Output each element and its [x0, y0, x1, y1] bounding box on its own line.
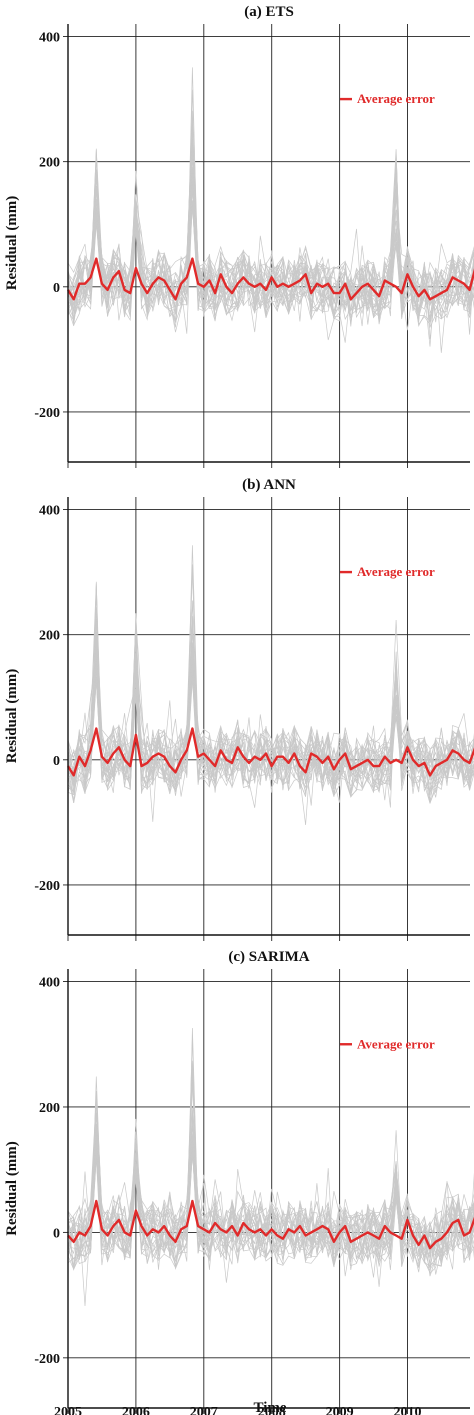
y-tick-label: 0	[53, 754, 60, 769]
legend-label: Average error	[357, 564, 435, 579]
y-tick-label: 0	[53, 1226, 60, 1241]
y-axis-label: Residual (mm)	[4, 669, 20, 764]
x-axis-label: Time	[253, 1400, 286, 1415]
member-series-group	[67, 67, 474, 353]
member-series-line	[67, 1060, 474, 1307]
x-tick-label: 2006	[122, 1405, 150, 1415]
x-tick-label: 2005	[54, 1405, 82, 1415]
y-tick-label: 200	[39, 1101, 60, 1116]
member-series-line	[67, 633, 474, 797]
panel-title: (b) ANN	[242, 477, 296, 493]
legend-label: Average error	[357, 91, 435, 106]
member-series-line	[67, 581, 474, 797]
chart-panel-2: (b) ANN 400 200 0 -200 Residual (mm) Average e…	[4, 477, 474, 941]
member-series-group	[67, 1027, 474, 1307]
y-tick-label: 200	[39, 629, 60, 644]
y-tick-label: 400	[39, 976, 60, 991]
y-axis-label: Residual (mm)	[4, 196, 20, 291]
y-tick-label: -200	[34, 406, 60, 421]
chart-panel-1: (a) ETS 400 200 0 -200 Residual (mm) Average e…	[4, 4, 474, 468]
legend-label: Average error	[357, 1036, 435, 1051]
member-series-line	[67, 170, 474, 323]
average-error-line	[66, 257, 474, 301]
member-series-line	[67, 1063, 474, 1270]
y-tick-label: 200	[39, 156, 60, 171]
average-error-line	[67, 1199, 474, 1250]
y-axis-label: Residual (mm)	[4, 1141, 20, 1236]
member-series-line	[67, 148, 474, 343]
member-series-line	[67, 186, 474, 317]
average-error-line	[66, 727, 474, 777]
x-tick-label: 2010	[394, 1405, 422, 1415]
chart-panel-3: (c) SARIMA 400 200 0 -200 Residual (mm) Averag…	[4, 949, 474, 1414]
panel-title: (a) ETS	[244, 4, 294, 20]
x-tick-label: 2009	[326, 1405, 354, 1415]
panel-title: (c) SARIMA	[228, 949, 309, 965]
member-series-group	[67, 545, 474, 826]
member-series-line	[67, 149, 474, 347]
x-tick-label: 2008	[258, 1405, 286, 1415]
y-tick-label: -200	[34, 1352, 60, 1367]
x-tick-label: 2007	[190, 1405, 218, 1415]
y-tick-label: 400	[39, 504, 60, 519]
member-series-line	[67, 1112, 474, 1267]
member-series-line	[67, 1118, 474, 1287]
member-series-line	[67, 1153, 474, 1277]
y-tick-label: 0	[53, 281, 60, 296]
y-tick-label: 400	[39, 31, 60, 46]
y-tick-label: -200	[34, 879, 60, 894]
